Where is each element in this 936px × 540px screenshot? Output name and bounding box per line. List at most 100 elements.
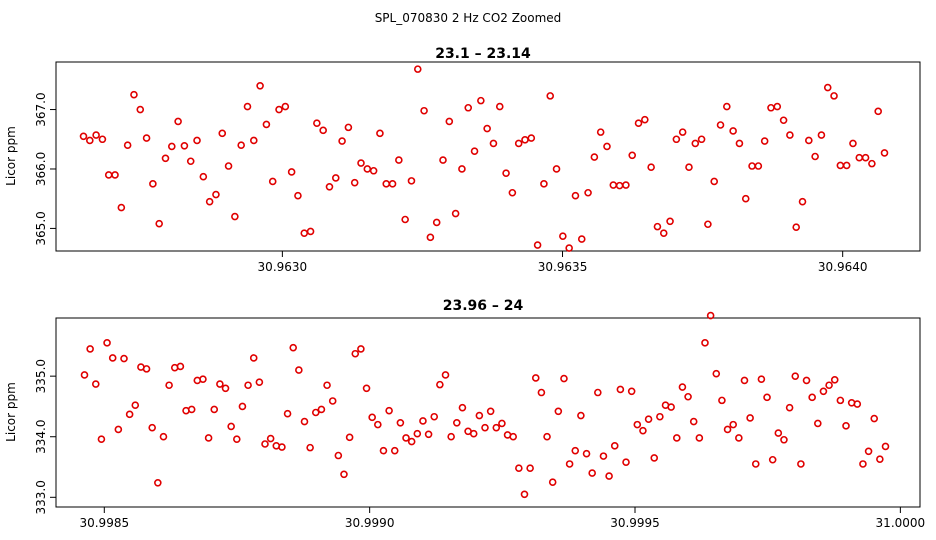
data-point [495, 102, 504, 111]
data-point [582, 449, 591, 458]
data-point [817, 131, 826, 139]
data-point [701, 339, 709, 347]
data-point [231, 212, 239, 221]
panel-bottom-points [80, 311, 890, 499]
data-point [594, 388, 602, 397]
data-point [622, 181, 630, 189]
data-point [577, 411, 585, 420]
data-point [382, 180, 391, 188]
data-point [313, 119, 321, 128]
data-point [368, 413, 376, 422]
data-point [779, 116, 788, 125]
data-point [825, 381, 833, 390]
data-point [249, 136, 258, 145]
data-point [108, 354, 117, 362]
data-point [475, 411, 484, 420]
data-point [430, 412, 439, 421]
data-point [667, 403, 675, 411]
data-point [718, 396, 726, 405]
data-point [388, 180, 397, 188]
data-point [797, 460, 805, 468]
data-point [120, 354, 128, 363]
data-point [275, 105, 283, 114]
data-point [123, 141, 132, 150]
data-point [256, 81, 264, 90]
data-point [537, 388, 546, 397]
data-point [357, 345, 365, 353]
data-point [233, 435, 241, 443]
data-point [710, 177, 719, 186]
data-point [489, 139, 498, 148]
data-point [565, 460, 574, 468]
data-point [350, 178, 359, 187]
data-point [306, 227, 315, 236]
data-point [362, 384, 371, 393]
data-point [426, 233, 435, 242]
data-point [577, 235, 586, 243]
data-point [142, 365, 151, 373]
data-point [695, 434, 704, 442]
data-point [855, 153, 864, 162]
data-point [351, 349, 360, 358]
y-tick-label: 366.0 [34, 152, 48, 186]
data-point [159, 432, 168, 441]
data-point [224, 162, 233, 170]
y-tick-label: 335.0 [34, 359, 48, 393]
x-tick-label: 30.9635 [538, 260, 588, 274]
data-point [599, 452, 608, 460]
data-point [210, 405, 219, 414]
data-point [92, 131, 100, 139]
data-point [876, 455, 884, 463]
data-point [650, 454, 659, 462]
data-point [261, 440, 269, 448]
data-point [689, 417, 698, 426]
data-point [603, 142, 611, 151]
data-point [470, 147, 479, 155]
data-point [571, 191, 580, 200]
data-point [521, 136, 529, 144]
data-point [546, 92, 555, 100]
data-point [328, 397, 337, 405]
data-point [559, 232, 567, 240]
data-point [653, 222, 662, 231]
data-point [287, 168, 296, 176]
y-tick-label: 365.0 [34, 211, 48, 245]
data-point [319, 126, 327, 135]
data-point [283, 409, 292, 418]
data-point [374, 420, 382, 429]
data-point [531, 374, 540, 382]
panel-bottom-axes: 30.9985 30.9990 30.9995 31.0000 333.0 334.0 33… [34, 359, 925, 530]
data-point [199, 172, 208, 181]
data-point [808, 393, 816, 402]
data-point [300, 417, 309, 426]
data-point [407, 177, 416, 185]
x-tick-label: 30.9985 [79, 516, 129, 530]
data-point [338, 137, 346, 145]
data-point [881, 442, 890, 451]
data-point [204, 434, 213, 442]
data-point [221, 384, 230, 393]
data-point [481, 423, 489, 432]
data-point [697, 135, 706, 144]
panel-top-title: 23.1 – 23.14 [435, 46, 531, 62]
data-point [548, 478, 557, 486]
data-point [706, 311, 715, 320]
data-point [526, 464, 534, 473]
panel-top-points [79, 65, 889, 252]
data-point [395, 156, 403, 164]
data-point [723, 425, 732, 434]
data-point [281, 102, 290, 111]
data-point [148, 423, 156, 432]
data-point [255, 378, 264, 387]
data-point [249, 354, 258, 362]
data-point [741, 194, 750, 203]
data-point [590, 153, 599, 161]
data-point [757, 375, 766, 383]
data-point [244, 381, 252, 390]
data-point [691, 139, 700, 148]
data-point [142, 134, 151, 142]
data-point [656, 412, 664, 421]
data-point [155, 219, 163, 228]
data-point [786, 131, 794, 139]
data-point [830, 92, 838, 100]
